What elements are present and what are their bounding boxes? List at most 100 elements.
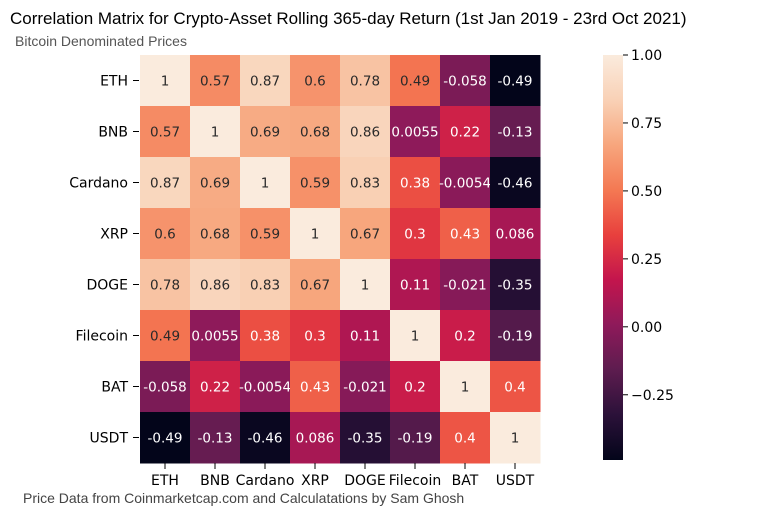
colorbar-tick-label: −0.25: [631, 388, 674, 404]
col-label: ETH: [151, 473, 179, 489]
heatmap-cell: [140, 157, 191, 209]
chart-subtitle: Bitcoin Denominated Prices: [15, 33, 187, 49]
heatmap-cell: [390, 412, 441, 464]
row-label: DOGE: [87, 278, 129, 294]
heatmap-cell: [440, 412, 491, 464]
cell-value-label: 0.49: [150, 329, 180, 345]
heatmap-cell: [340, 106, 391, 158]
cell-value-label: 0.67: [350, 227, 380, 243]
cell-value-label: -0.058: [143, 380, 187, 396]
heatmap-cell: [340, 361, 391, 413]
cell-value-label: 1: [461, 380, 470, 396]
cell-value-label: 0.2: [404, 380, 425, 396]
cell-value-label: 0.6: [304, 74, 325, 90]
cell-value-label: 1: [211, 125, 220, 141]
col-label: Cardano: [236, 473, 295, 489]
heatmap-cell: [190, 310, 241, 362]
heatmap-cell: [240, 310, 291, 362]
heatmap-cell: [340, 310, 391, 362]
cell-value-label: -0.0054: [239, 380, 291, 396]
heatmap-cell: [290, 361, 341, 413]
cell-value-label: 0.67: [300, 278, 330, 294]
cell-value-label: -0.021: [443, 278, 487, 294]
cell-value-label: 0.59: [250, 227, 280, 243]
cell-value-label: 0.0055: [391, 125, 438, 141]
cell-value-label: 0.0055: [191, 329, 238, 345]
cell-value-label: 0.2: [454, 329, 475, 345]
heatmap-cell: [390, 208, 441, 260]
heatmap-cell: [440, 310, 491, 362]
cell-value-label: 1: [261, 176, 270, 192]
heatmap-cell: [190, 361, 241, 413]
heatmap-cell: [340, 412, 391, 464]
heatmap-cell: [140, 412, 191, 464]
cell-value-label: 0.086: [296, 431, 335, 447]
row-label: XRP: [100, 227, 128, 243]
heatmap-cell: [240, 412, 291, 464]
cell-value-label: 0.57: [200, 74, 230, 90]
cell-value-label: 0.11: [350, 329, 380, 345]
heatmap-cell: [440, 259, 491, 311]
heatmap-cell: [140, 106, 191, 158]
col-label: BNB: [200, 473, 230, 489]
cell-value-label: -0.13: [498, 125, 533, 141]
row-label: ETH: [100, 74, 128, 90]
heatmap-cell: [240, 259, 291, 311]
heatmap-cell: [490, 208, 541, 260]
heatmap-cell: [390, 55, 441, 107]
heatmap-cell: [390, 259, 441, 311]
heatmap-cell: [290, 106, 341, 158]
heatmap-cell: [340, 259, 391, 311]
source-footer: Price Data from Coinmarketcap.com and Ca…: [23, 490, 465, 506]
cell-value-label: -0.13: [198, 431, 233, 447]
cell-value-label: 0.83: [350, 176, 380, 192]
colorbar-tick-label: 0.75: [631, 116, 662, 132]
heatmap-cell: [440, 157, 491, 209]
heatmap-cell: [190, 412, 241, 464]
cell-value-label: 0.43: [450, 227, 480, 243]
heatmap-cell: [340, 55, 391, 107]
col-label: BAT: [452, 473, 479, 489]
chart-title: Correlation Matrix for Crypto-Asset Roll…: [10, 9, 687, 28]
heatmap-cell: [240, 106, 291, 158]
cell-value-label: 1: [311, 227, 320, 243]
heatmap-cell: [390, 310, 441, 362]
cell-value-label: -0.46: [498, 176, 533, 192]
heatmap-cell: [490, 361, 541, 413]
cell-value-label: -0.49: [148, 431, 183, 447]
cell-value-label: 0.49: [400, 74, 430, 90]
cell-value-label: -0.46: [248, 431, 283, 447]
cell-value-label: -0.0054: [439, 176, 491, 192]
heatmap-cell: [140, 208, 191, 260]
cell-value-label: 0.11: [400, 278, 430, 294]
heatmap-cell: [290, 208, 341, 260]
heatmap-cell: [440, 55, 491, 107]
cell-value-label: 0.78: [150, 278, 180, 294]
cell-value-label: 0.87: [250, 74, 280, 90]
row-label: Cardano: [69, 176, 128, 192]
cell-value-label: 0.38: [400, 176, 430, 192]
cell-value-label: 0.4: [504, 380, 525, 396]
heatmap-cell: [490, 55, 541, 107]
heatmap-cell: [440, 361, 491, 413]
heatmap-cell: [290, 259, 341, 311]
cell-value-label: 0.87: [150, 176, 180, 192]
heatmap-cell: [490, 157, 541, 209]
cell-value-label: 0.83: [250, 278, 280, 294]
cell-value-label: 1: [411, 329, 420, 345]
heatmap-cell: [440, 208, 491, 260]
cell-value-label: 0.6: [154, 227, 175, 243]
heatmap-cell: [390, 361, 441, 413]
cell-value-label: -0.19: [498, 329, 533, 345]
heatmap-cell: [440, 106, 491, 158]
cell-value-label: 0.68: [300, 125, 330, 141]
heatmap-cell: [340, 157, 391, 209]
row-label: Filecoin: [76, 329, 128, 345]
cell-value-label: 0.86: [350, 125, 380, 141]
heatmap-cell: [290, 310, 341, 362]
cell-value-label: 0.22: [200, 380, 230, 396]
cell-value-label: -0.35: [348, 431, 383, 447]
heatmap-cell: [190, 208, 241, 260]
heatmap-cell: [240, 157, 291, 209]
heatmap-cell: [190, 55, 241, 107]
